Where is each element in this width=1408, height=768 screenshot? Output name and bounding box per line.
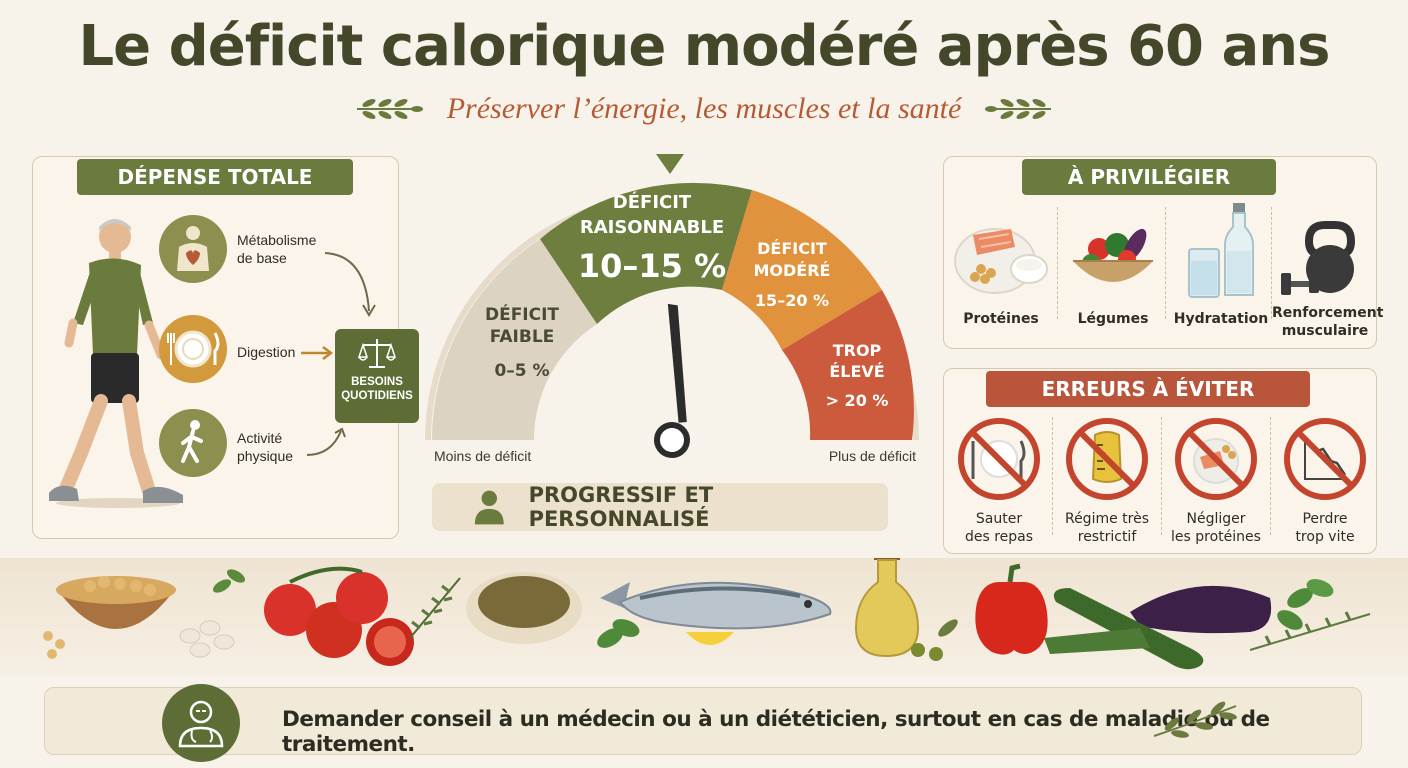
no-protein-icon — [1175, 418, 1257, 500]
basil-icon — [1249, 579, 1371, 651]
water-bottle-icon — [1188, 203, 1254, 298]
divider — [1271, 207, 1272, 319]
subtitle: Préserver l’énergie, les muscles et la s… — [446, 92, 962, 125]
no-rapid-decline-icon — [1284, 418, 1366, 500]
gauge-label-raisonnable: DÉFICIT RAISONNABLE 10–15 % — [577, 192, 727, 285]
gauge-svg — [425, 154, 919, 458]
divider — [1052, 417, 1053, 535]
tomato-icon — [264, 566, 414, 666]
advice-bar — [44, 687, 1362, 755]
mistake-item-restrictive-diet: Régime très restrictif — [1054, 415, 1160, 546]
gauge-label-trop-eleve: TROP ÉLEVÉ > 20 % — [825, 341, 889, 410]
favor-item-strength: Renforcement musculaire — [1272, 211, 1384, 340]
progressive-banner: PROGRESSIF ET PERSONNALISÉ — [432, 483, 888, 531]
chickpea-bowl-icon — [43, 576, 176, 659]
no-measuring-tape-icon — [1066, 418, 1148, 500]
walking-icon — [159, 409, 227, 477]
food-strip — [0, 558, 1408, 676]
food-illustrations — [43, 558, 1371, 670]
no-empty-plate-icon — [958, 418, 1040, 500]
digestion-label: Digestion — [237, 344, 296, 360]
mistake-item-skip-meals: Sauter des repas — [946, 415, 1052, 546]
arrow-down-icon — [324, 252, 376, 317]
scale-icon — [357, 339, 397, 368]
gauge-segment-raisonnable — [540, 182, 752, 324]
total-expenditure-panel: DÉPENSE TOTALE Métabolisme de base — [32, 156, 419, 539]
fish-icon — [600, 581, 832, 645]
divider — [1165, 207, 1166, 319]
mistake-item-neglect-protein: Négliger les protéines — [1163, 415, 1269, 546]
gauge-needle — [654, 303, 690, 458]
deficit-gauge: DÉFICIT FAIBLE 0–5 % DÉFICIT RAISONNABLE… — [422, 150, 922, 480]
page-title: Le déficit calorique modéré après 60 ans — [78, 14, 1330, 79]
divider — [1057, 207, 1058, 319]
vegetable-bowl-icon — [1073, 228, 1153, 282]
gauge-min-label: Moins de déficit — [434, 448, 532, 464]
mistake-item-lose-fast: Perdre trop vite — [1272, 415, 1378, 546]
olive-sprig-icon — [356, 98, 423, 120]
favor-item-proteins: Protéines — [948, 211, 1054, 328]
divider — [1270, 417, 1271, 535]
gauge-label-modere: DÉFICIT MODÉRÉ 15–20 % — [753, 239, 831, 310]
mistake-label: Régime très restrictif — [1064, 511, 1150, 545]
rosemary-icon — [409, 577, 461, 639]
gauge-pointer-icon — [656, 154, 684, 174]
mistake-label: Perdre trop vite — [1295, 511, 1355, 545]
kettlebell-icon — [1281, 221, 1356, 295]
favor-banner: À PRIVILÉGIER — [1022, 159, 1276, 195]
total-expenditure-banner: DÉPENSE TOTALE — [77, 159, 353, 195]
mistake-label: Sauter des repas — [964, 511, 1034, 545]
arrow-up-icon — [306, 427, 346, 456]
olive-sprig-icon — [985, 98, 1052, 120]
olive-sprig-icon — [1153, 701, 1237, 738]
person-icon — [474, 490, 504, 525]
arrow-right-icon — [301, 346, 334, 360]
physical-activity-label: Activité physique — [237, 430, 294, 464]
lentil-bowl-icon — [466, 572, 640, 648]
subtitle-row: Préserver l’énergie, les muscles et la s… — [0, 92, 1408, 126]
divider — [1161, 417, 1162, 535]
mistake-label: Négliger les protéines — [1171, 511, 1261, 545]
favor-item-vegetables: Légumes — [1060, 211, 1166, 328]
white-beans-icon — [179, 569, 246, 658]
doctor-icon — [162, 684, 240, 762]
gauge-segment-modere — [722, 190, 882, 350]
mistakes-banner: ERREURS À ÉVITER — [986, 371, 1310, 407]
gauge-segment-faible — [431, 239, 597, 440]
strength-label: Renforcement musculaire — [1272, 305, 1384, 339]
basal-metabolism-label: Métabolisme de base — [237, 232, 317, 266]
gauge-segment-trop-eleve — [782, 290, 914, 440]
olive-oil-icon — [854, 558, 958, 661]
daily-needs-box: BESOINS QUOTIDIENS — [335, 329, 419, 423]
plate-icon — [159, 315, 227, 383]
body-heart-icon — [159, 215, 227, 283]
advice-text: Demander conseil à un médecin ou à un di… — [282, 707, 1270, 757]
walking-senior-icon — [49, 219, 183, 508]
favor-panel: À PRIVILÉGIER Protéines Légumes — [943, 156, 1384, 349]
favor-item-hydration: Hydratation — [1168, 199, 1274, 328]
gauge-label-faible: DÉFICIT FAIBLE 0–5 % — [484, 305, 560, 381]
bell-pepper-icon — [975, 563, 1048, 655]
zucchini-icon — [1044, 585, 1272, 670]
protein-food-icon — [954, 228, 1048, 294]
mistakes-panel: ERREURS À ÉVITER Sauter des repas Régime… — [943, 368, 1377, 554]
gauge-max-label: Plus de déficit — [828, 448, 916, 464]
